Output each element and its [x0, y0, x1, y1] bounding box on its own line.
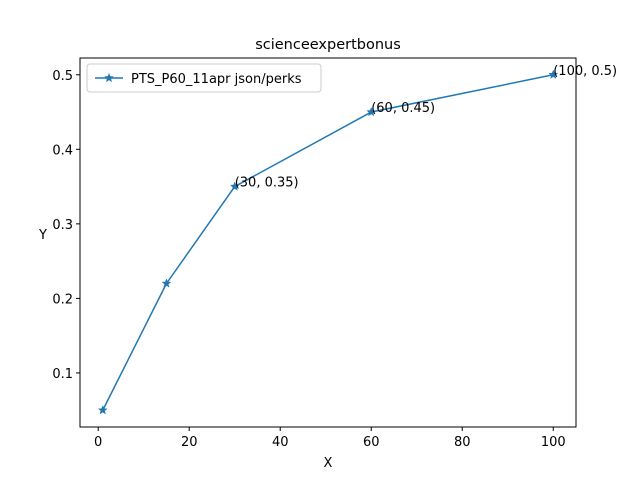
axes-frame [79, 57, 577, 428]
data-label: (100, 0.5) [553, 64, 617, 79]
data-label: (60, 0.45) [371, 101, 435, 116]
y-tick-label: 0.4 [52, 143, 73, 158]
y-tick-label: 0.1 [52, 367, 73, 382]
y-axis: 0.1 0.2 0.3 0.4 0.5 [52, 69, 80, 382]
legend-label: PTS_P60_11apr json/perks [131, 72, 302, 87]
legend: PTS_P60_11apr json/perks [86, 63, 322, 93]
series-line [102, 74, 554, 411]
data-label: (30, 0.35) [235, 176, 299, 191]
legend-box [86, 63, 322, 93]
x-axis: 0 20 40 60 80 100 [94, 427, 566, 450]
data-point-star [229, 181, 240, 191]
data-point-star [161, 278, 172, 288]
y-tick-label: 0.5 [52, 69, 73, 84]
y-axis-label: Y [38, 228, 47, 243]
plot-area: (30, 0.35) (60, 0.45) (100, 0.5) [97, 64, 617, 415]
x-axis-label: X [324, 456, 333, 471]
y-tick-label: 0.2 [52, 292, 73, 307]
x-tick-label: 0 [94, 435, 102, 450]
x-tick-label: 80 [454, 435, 471, 450]
data-point-star [548, 69, 559, 79]
x-tick-label: 40 [272, 435, 289, 450]
data-point-star [97, 405, 108, 415]
legend-marker-star [104, 72, 114, 83]
data-point-star [366, 106, 377, 117]
y-tick-label: 0.3 [52, 218, 73, 233]
x-tick-label: 60 [363, 435, 380, 450]
x-tick-label: 100 [541, 435, 566, 450]
x-tick-label: 20 [181, 435, 198, 450]
chart-title: scienceexpertbonus [255, 37, 401, 53]
